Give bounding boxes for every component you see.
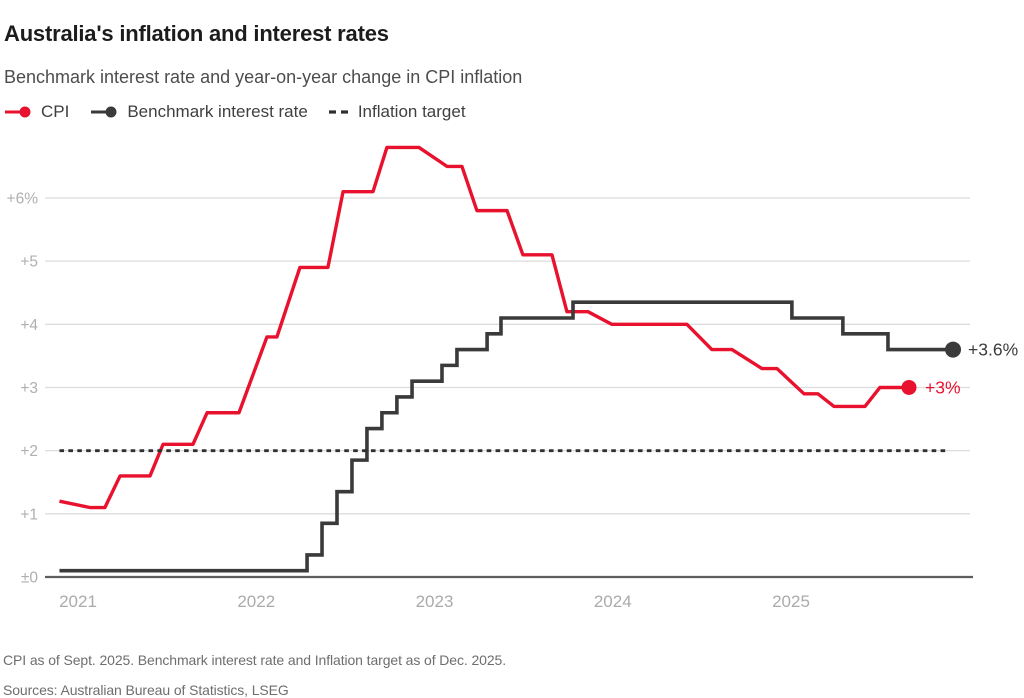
inflation-target-dash-icon: [328, 110, 350, 114]
legend-label-benchmark-rate: Benchmark interest rate: [127, 102, 308, 121]
y-tick-label: +4: [20, 317, 38, 334]
cpi-line: [59, 145, 910, 510]
benchmark-rate-line: [59, 300, 954, 573]
legend: CPI Benchmark interest rate Inflation ta…: [4, 102, 466, 122]
chart-plot-area: ±0 +1 +2 +3 +4 +5 +6% 2021 2022 2023 2024 2025 +3% +3…: [7, 145, 1018, 611]
x-tick-label: 2021: [59, 592, 97, 611]
x-tick-label: 2025: [772, 592, 810, 611]
benchmark-rate-end-label: +3.6%: [968, 340, 1018, 360]
sources-line: Sources: Australian Bureau of Statistics…: [3, 682, 289, 698]
footnote: CPI as of Sept. 2025. Benchmark interest…: [3, 652, 506, 668]
x-tick-label: 2023: [416, 592, 454, 611]
legend-item-cpi: CPI: [4, 102, 69, 122]
cpi-line-dot-icon: [5, 106, 31, 118]
y-tick-label: +3: [20, 380, 38, 397]
cpi-end-label: +3%: [925, 377, 961, 397]
legend-label-cpi: CPI: [41, 102, 70, 121]
legend-label-inflation-target: Inflation target: [357, 102, 466, 121]
y-tick-label: +5: [20, 254, 38, 271]
chart-title: Australia's inflation and interest rates: [4, 20, 389, 46]
legend-item-benchmark-rate: Benchmark interest rate: [90, 102, 308, 122]
y-tick-label: +1: [20, 506, 38, 523]
y-tick-label: ±0: [21, 570, 39, 587]
benchmark-rate-end-dot: [945, 341, 962, 358]
y-tick-label: +6%: [7, 190, 39, 207]
cpi-end-dot: [901, 379, 917, 395]
x-tick-label: 2022: [237, 592, 275, 611]
y-tick-label: +2: [20, 443, 38, 460]
legend-item-inflation-target: Inflation target: [328, 102, 466, 122]
chart-subtitle: Benchmark interest rate and year-on-year…: [4, 67, 523, 87]
x-tick-label: 2024: [594, 592, 632, 611]
benchmark-rate-line-dot-icon: [91, 106, 117, 118]
